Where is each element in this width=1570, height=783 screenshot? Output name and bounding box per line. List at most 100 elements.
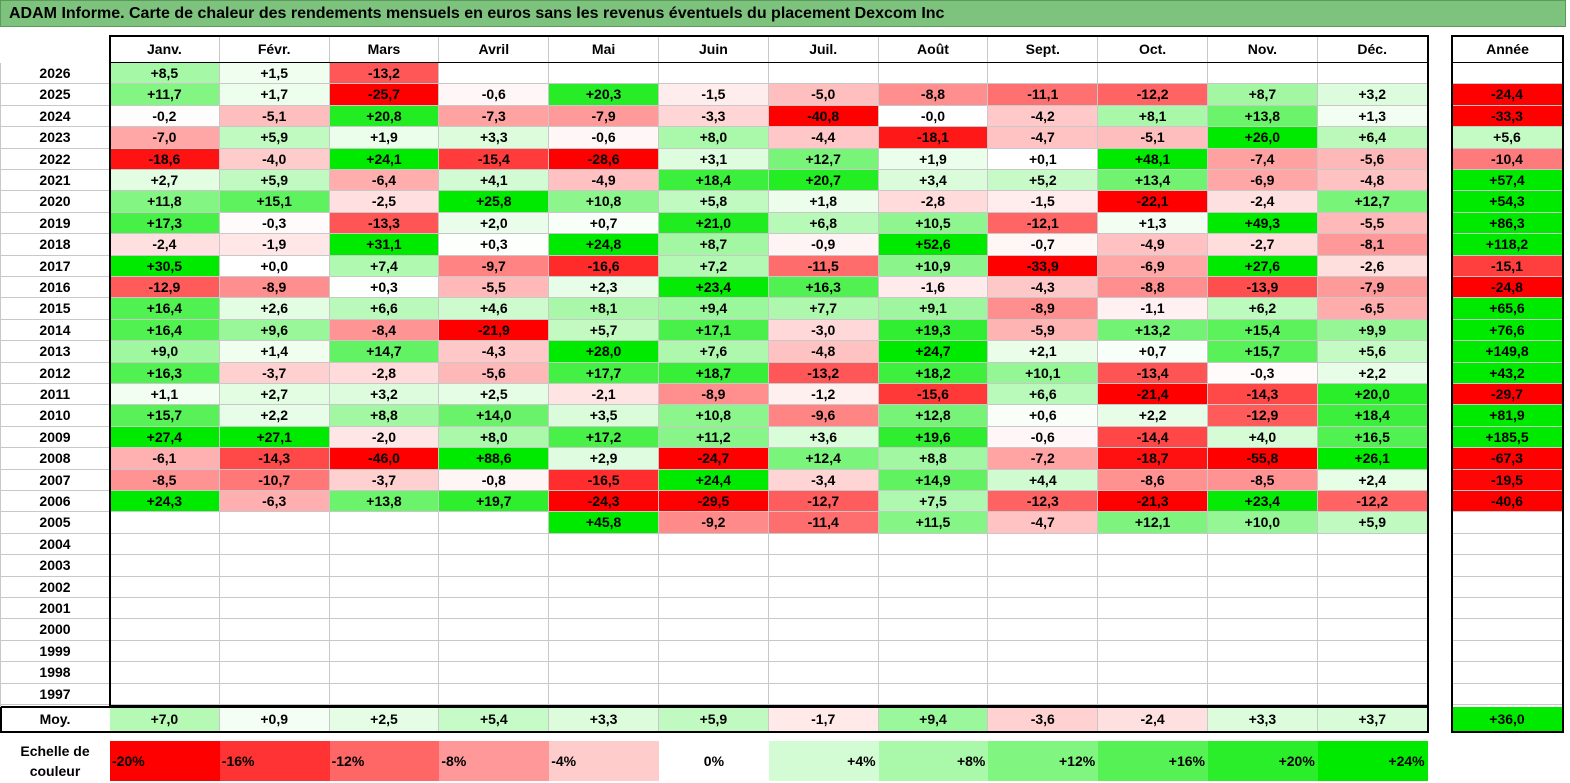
annual-cell: -40,6 [1452,491,1563,513]
heatmap-cell: -0,8 [439,469,550,491]
heatmap-cell [1098,576,1208,598]
heatmap-cell: -2,0 [329,426,440,449]
heatmap-cell [219,555,330,577]
month-header: Déc. [1318,36,1428,62]
heatmap-cell [1098,555,1208,577]
average-cell: +3,7 [1317,707,1428,732]
heatmap-cell: +5,8 [659,191,769,213]
heatmap-cell: +0,3 [439,234,550,256]
heatmap-cell: -12,2 [1098,84,1208,106]
heatmap-cell [1317,598,1428,620]
heatmap-cell: +19,7 [439,491,550,513]
annual-cell: -10,4 [1452,148,1563,170]
heatmap-cell [549,533,659,556]
heatmap-cell: +10,5 [878,212,989,235]
heatmap-cell: +49,3 [1208,212,1318,235]
heatmap-cell: -29,5 [659,491,769,513]
heatmap-cell [219,576,330,598]
heatmap-cell: -8,8 [878,84,989,106]
heatmap-cell: -2,5 [329,191,440,213]
annual-cell: +5,6 [1452,127,1563,149]
annual-cell: +57,4 [1452,170,1563,192]
year-label: 1998 [0,662,110,684]
heatmap-cell [329,683,440,705]
heatmap-cell: +4,1 [439,170,550,192]
heatmap-cell [1098,63,1208,85]
year-label: 2015 [0,298,110,320]
heatmap-cell: -46,0 [329,448,440,470]
heatmap-cell: -4,3 [988,277,1099,299]
year-label: 2002 [0,577,110,598]
heatmap-cell: -24,3 [549,491,659,513]
year-label: 2007 [0,470,110,491]
heatmap-cell: +9,6 [219,319,330,342]
annual-cell [1452,555,1563,577]
heatmap-cell: +3,2 [329,384,440,406]
heatmap-cell [549,619,659,641]
heatmap-cell [439,683,550,705]
heatmap-cell [878,555,989,577]
heatmap-cell [1098,619,1208,641]
heatmap-cell: -6,5 [1317,298,1428,320]
heatmap-cell: +8,8 [329,405,440,427]
heatmap-cell: +1,9 [878,148,989,170]
heatmap-cell: -12,1 [988,212,1099,235]
heatmap-cell: +15,4 [1208,319,1318,342]
heatmap-cell: -12,7 [768,491,879,513]
heatmap-cell [549,598,659,620]
heatmap-cell: +20,7 [768,170,879,192]
heatmap-cell: -8,4 [329,319,440,342]
heatmap-cell: -4,3 [439,341,550,363]
heatmap-cell [1317,640,1428,663]
heatmap-cell [439,662,550,684]
heatmap-cell [219,640,330,663]
heatmap-cell [110,512,220,534]
heatmap-cell: +9,0 [110,341,220,363]
heatmap-cell: +8,7 [659,234,769,256]
heatmap-cell [878,662,989,684]
heatmap-cell [768,662,879,684]
annual-header: Année [1486,41,1529,57]
heatmap-cell [768,63,879,85]
heatmap-cell [988,619,1099,641]
color-scale-swatch: +4% [768,741,879,781]
heatmap-cell: -3,7 [329,469,440,491]
heatmap-cell: -4,7 [988,512,1099,534]
heatmap-cell: +10,8 [659,405,769,427]
average-annual-cell: +36,0 [1452,707,1563,732]
year-label: 2019 [0,213,110,235]
annual-cell: -24,8 [1452,277,1563,299]
heatmap-cell: +3,2 [1317,84,1428,106]
annual-cell: +54,3 [1452,191,1563,213]
heatmap-cell [439,598,550,620]
heatmap-cell: -6,3 [219,491,330,513]
heatmap-cell: -6,9 [1098,255,1208,277]
annual-cell: +76,6 [1452,319,1563,342]
heatmap-cell: +2,1 [988,341,1099,363]
heatmap-cell: -5,0 [768,84,879,106]
heatmap-cell [659,640,769,663]
heatmap-cell [878,63,989,85]
color-scale-swatch: 0% [659,741,769,781]
heatmap-cell: +1,3 [1098,212,1208,235]
heatmap-cell [988,683,1099,705]
heatmap-cell: +10,0 [1208,512,1318,534]
annual-cell [1452,533,1563,556]
heatmap-cell: +8,8 [878,448,989,470]
color-scale-swatch: +16% [1098,741,1208,781]
year-label: 2017 [0,256,110,277]
year-label: 2003 [0,555,110,577]
heatmap-cell: -5,5 [439,277,550,299]
color-scale-swatch: -20% [110,741,220,781]
heatmap-cell [1317,576,1428,598]
heatmap-cell: -5,6 [439,362,550,384]
year-label: 2023 [0,127,110,149]
heatmap-cell: -2,4 [1208,191,1318,213]
heatmap-cell [219,512,330,534]
annual-header-divider [1452,62,1563,63]
month-header: Nov. [1208,36,1318,62]
heatmap-cell: +6,8 [768,212,879,235]
heatmap-cell: -4,8 [1317,170,1428,192]
heatmap-cell: +8,0 [439,426,550,449]
